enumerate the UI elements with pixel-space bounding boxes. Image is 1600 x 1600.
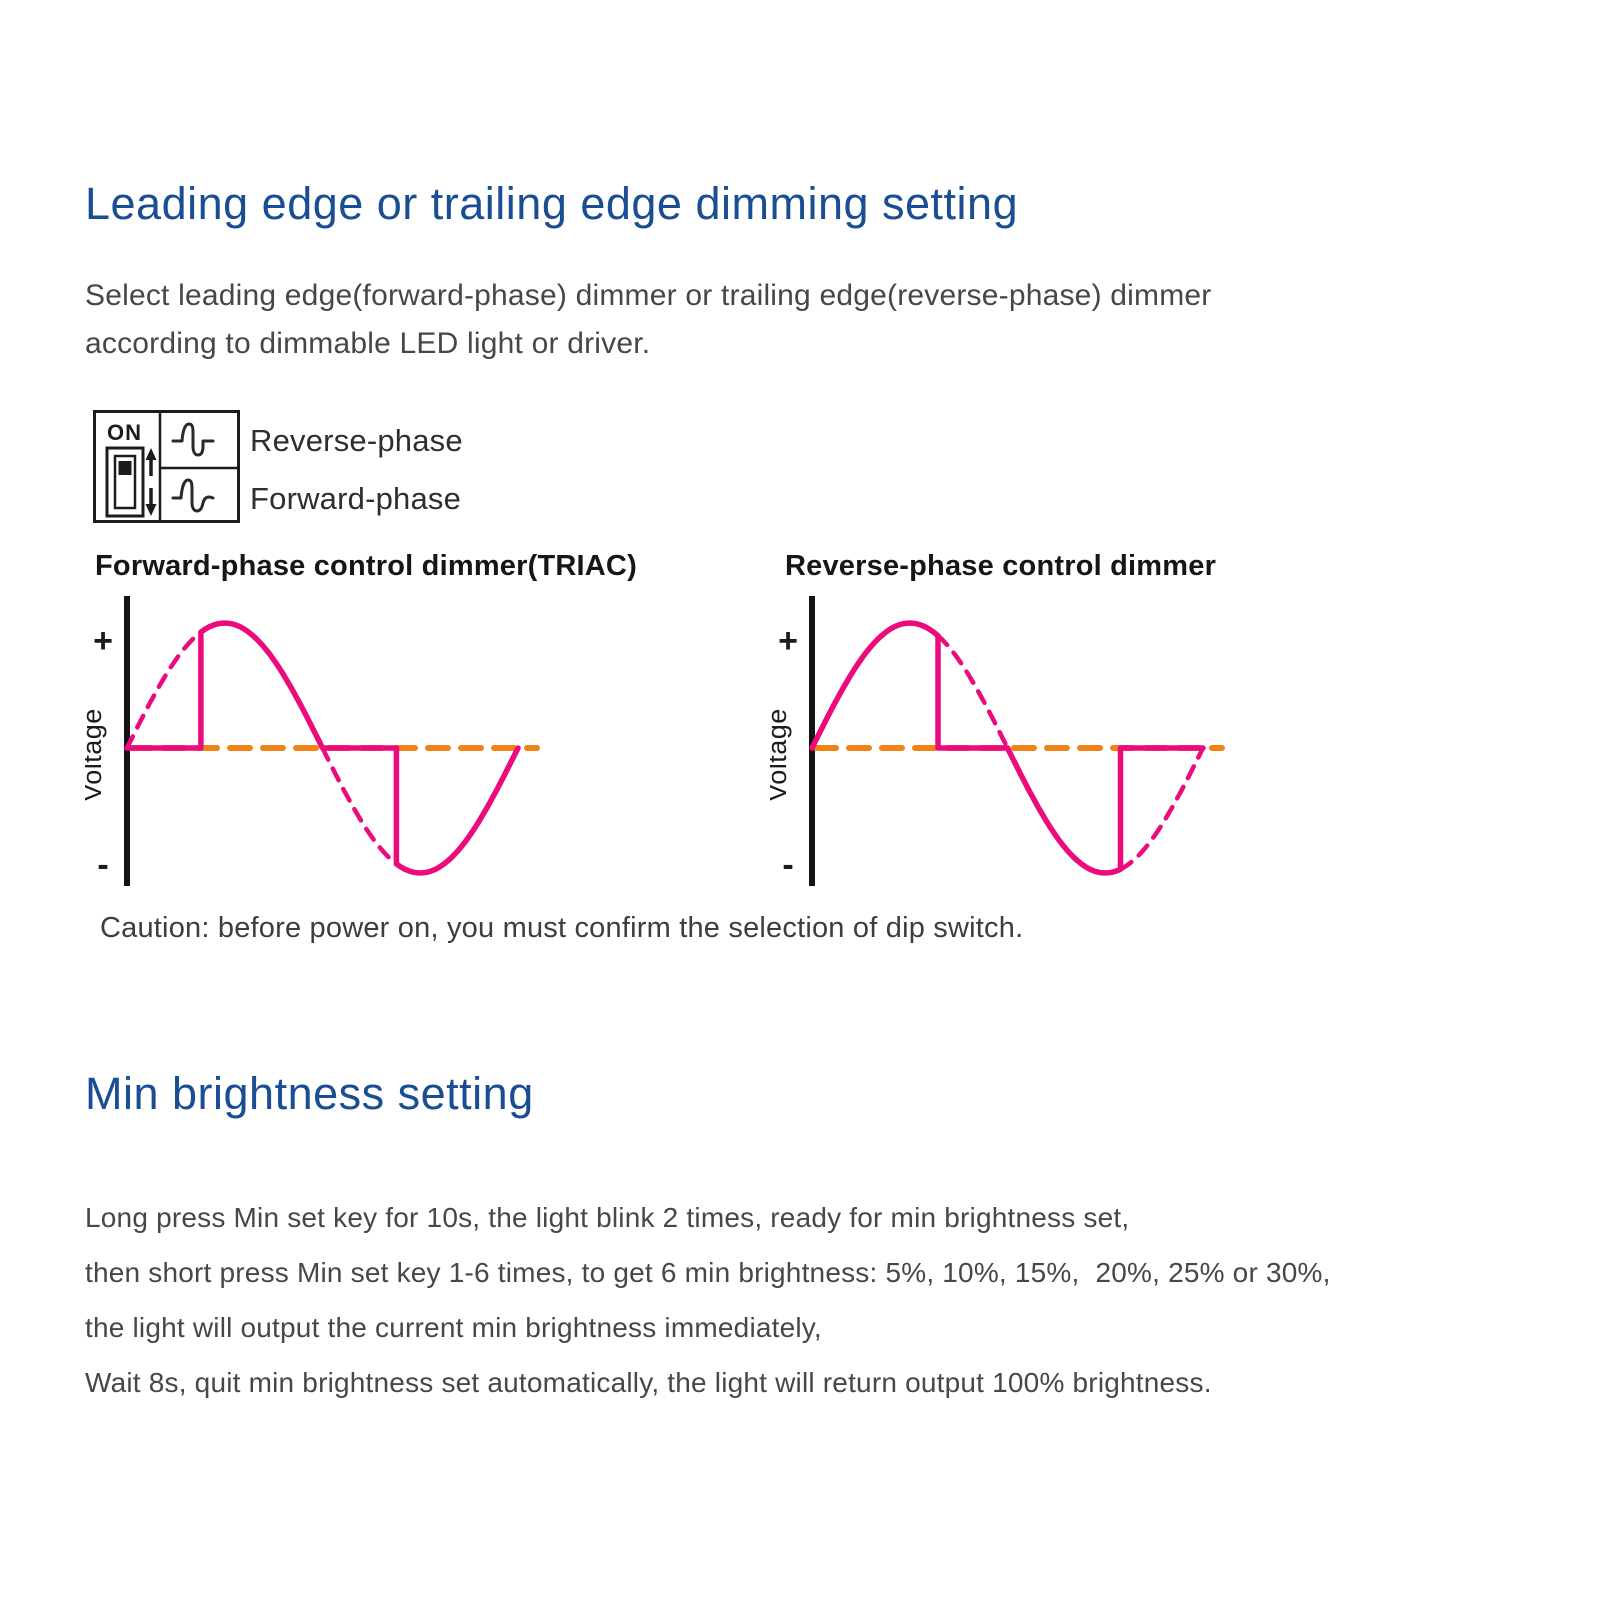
dip-switch-diagram: ON xyxy=(93,410,240,523)
chart-title: Forward-phase control dimmer(TRIAC) xyxy=(95,550,637,582)
output-waveform xyxy=(124,620,521,876)
dip-switch-icon[interactable] xyxy=(105,446,145,518)
reverse-phase-waveform-plot: + - Voltage xyxy=(770,596,1225,886)
section-title-dimming-setting: Leading edge or trailing edge dimming se… xyxy=(85,178,1019,229)
paragraph-line: Long press Min set key for 10s, the ligh… xyxy=(85,1202,1130,1233)
paragraph-line: the light will output the current min br… xyxy=(85,1312,822,1343)
output-waveform xyxy=(809,620,1206,876)
y-axis-title: Voltage xyxy=(85,708,107,802)
waveform-layer xyxy=(124,620,540,876)
reverse-phase-waveform-icon xyxy=(171,422,215,457)
forward-phase-chart: Forward-phase control dimmer(TRIAC) + - … xyxy=(85,550,637,893)
dimming-setting-description: Select leading edge(forward-phase) dimme… xyxy=(85,272,1212,368)
section-title-min-brightness: Min brightness setting xyxy=(85,1068,534,1119)
arrow-down-icon xyxy=(145,488,157,516)
forward-phase-waveform-plot: + - Voltage xyxy=(85,596,540,886)
forward-phase-waveform-icon xyxy=(171,478,215,513)
dip-option-reverse-phase: Reverse-phase xyxy=(250,423,463,458)
chart-title: Reverse-phase control dimmer xyxy=(785,550,1217,582)
dip-option-forward-phase: Forward-phase xyxy=(250,481,462,516)
cut-portion-waveform xyxy=(935,633,1206,872)
paragraph-line: Wait 8s, quit min brightness set automat… xyxy=(85,1367,1212,1398)
y-axis-plus-label: + xyxy=(93,622,113,660)
y-axis-plus-label: + xyxy=(778,622,798,660)
min-brightness-description: Long press Min set key for 10s, the ligh… xyxy=(85,1190,1331,1410)
arrow-up-icon xyxy=(145,448,157,476)
dip-on-label: ON xyxy=(107,420,142,445)
paragraph-line: Select leading edge(forward-phase) dimme… xyxy=(85,279,1212,312)
dip-switch-figure: ON xyxy=(93,410,240,528)
y-axis-title: Voltage xyxy=(770,708,792,802)
cut-portion-waveform xyxy=(124,629,399,867)
waveform-layer xyxy=(809,620,1225,876)
paragraph-line: according to dimmable LED light or drive… xyxy=(85,327,651,360)
y-axis-minus-label: - xyxy=(97,846,108,884)
reverse-phase-chart: Reverse-phase control dimmer + - Voltage xyxy=(770,550,1240,893)
caution-note: Caution: before power on, you must confi… xyxy=(100,912,1024,944)
paragraph-line: then short press Min set key 1-6 times, … xyxy=(85,1257,1331,1288)
y-axis-minus-label: - xyxy=(782,846,793,884)
